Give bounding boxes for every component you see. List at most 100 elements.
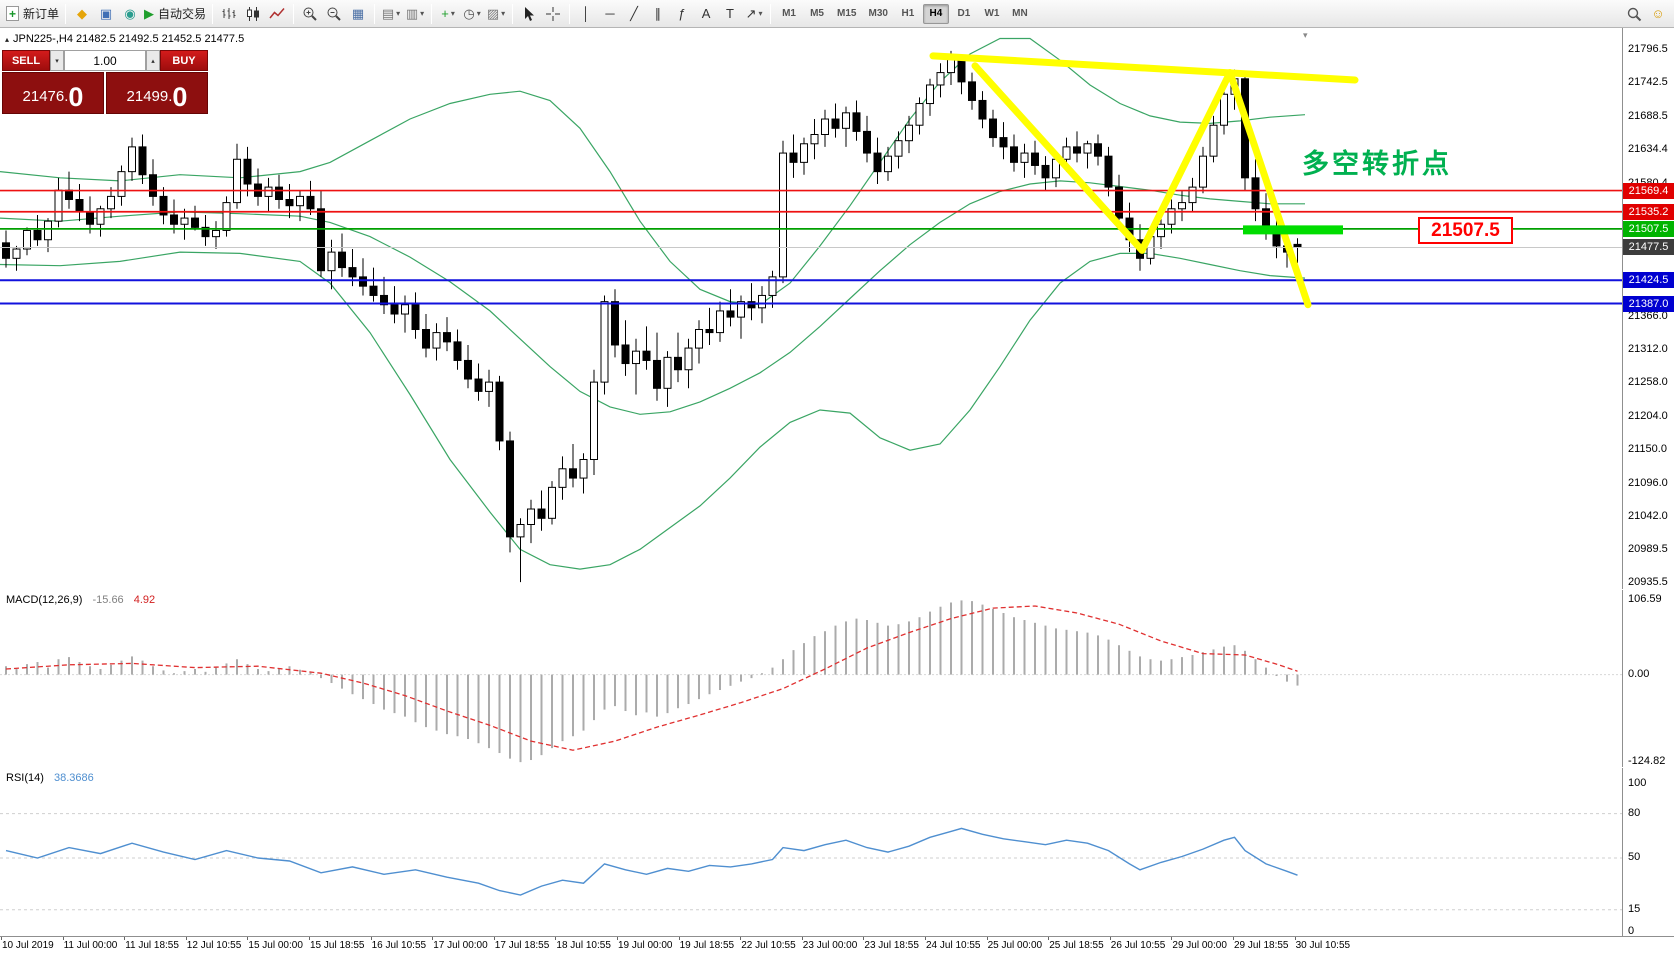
text-icon: A [701,6,711,21]
time-label: 17 Jul 18:55 [494,940,550,951]
channel-icon: ∥ [654,6,662,21]
time-label: 19 Jul 18:55 [679,940,735,951]
rsi-axis-label: 100 [1628,777,1647,789]
zoom-in-icon[interactable] [299,3,321,25]
label-icon: T [726,6,734,21]
chart-annotation-text[interactable]: 多空转折点 [1302,149,1452,179]
rsi-axis-label: 15 [1628,902,1641,915]
tf-mn[interactable]: MN [1012,8,1028,19]
candlestick-chart-icon[interactable] [242,3,264,25]
zoom-out-icon[interactable] [323,3,345,25]
time-tick [863,937,865,940]
cascade-windows-icon[interactable]: ▥ ▾ [404,3,426,25]
search-icon[interactable] [1623,3,1645,25]
trendline-icon: ╱ [630,6,638,21]
mql5-icon: ◆ [77,6,88,21]
data-window-icon[interactable]: ▣ [95,3,117,25]
templates-icon[interactable]: ▨ ▾ [485,3,507,25]
macd-name: MACD(12,26,9) [6,594,83,606]
tf-m15[interactable]: M15 [837,8,857,19]
time-tick [432,937,434,940]
fibonacci-icon: ƒ [678,6,686,21]
time-axis[interactable]: 10 Jul 2019 11 Jul 00:00 11 Jul 18:55 12 Ju… [0,936,1674,953]
time-label: 30 Jul 10:55 [1295,940,1351,951]
autotrading-button[interactable]: ▶ 自动交易 [143,3,207,25]
macd-panel[interactable] [0,590,1622,767]
toolbar-separator [293,3,295,24]
time-tick [925,937,926,940]
macd-label: MACD(12,26,9) -15.66 4.92 [6,594,155,606]
tf-m30[interactable]: M30 [868,8,888,19]
toolbar-separator [65,3,67,24]
time-tick [62,937,64,940]
rsi-panel[interactable] [0,768,1622,935]
volume-up-button[interactable]: ▴ [146,50,160,71]
sell-price-main: 21476. [22,88,69,105]
tf-d1[interactable]: D1 [957,8,971,19]
channel-icon[interactable]: ∥ [647,3,669,25]
buy-button[interactable]: BUY [160,50,208,71]
price-badge: 21424.5 [1623,272,1674,289]
time-label: 25 Jul 00:00 [987,940,1043,951]
buy-price-display[interactable]: 21499. 0 [106,72,208,114]
new-order-button[interactable]: + 新订单 [5,3,60,25]
price-badge: 21477.5 [1623,239,1674,256]
volume-down-button[interactable]: ▾ [50,50,64,71]
tf-h4[interactable]: H4 [922,3,949,24]
crosshair-icon[interactable] [542,3,564,25]
horizontal-line-icon[interactable]: ─ [599,3,621,25]
tf-h1[interactable]: H1 [901,8,915,19]
bar-chart-icon [221,6,237,22]
price-axis-label: 21204.0 [1628,409,1668,422]
trendline-icon[interactable]: ╱ [623,3,645,25]
price-label-box[interactable]: 21507.5 [1418,217,1513,244]
rsi-axis-label: 80 [1628,806,1641,819]
periods-icon[interactable]: ◷ ▾ [461,3,483,25]
autotrading-button-label: 自动交易 [158,7,207,21]
price-axis-label: 21258.0 [1628,376,1668,389]
indicators-icon[interactable]: + ▾ [437,3,459,25]
fibonacci-icon[interactable]: ƒ [671,3,693,25]
price-axis[interactable]: 21796.521742.521688.521634.421580.421366… [1623,0,1674,953]
line-chart-icon [269,6,285,22]
time-tick [247,937,249,940]
time-tick [1048,937,1050,940]
tile-windows-icon[interactable]: ▦ [347,3,369,25]
tf-w1[interactable]: W1 [984,8,1000,19]
sell-price-display[interactable]: 21476. 0 [2,72,104,114]
price-axis-label: 20989.5 [1628,542,1668,555]
chart-canvas[interactable] [0,28,1622,589]
arrange-windows-icon: ▤ [381,6,395,21]
mql5-icon[interactable]: ◆ [71,3,93,25]
arrange-windows-icon[interactable]: ▤ ▾ [380,3,402,25]
bar-chart-icon[interactable] [218,3,240,25]
panel-divider[interactable] [0,589,1674,590]
price-axis-label: 21096.0 [1628,476,1668,489]
time-tick [801,937,803,940]
line-chart-icon[interactable] [266,3,288,25]
tf-m1[interactable]: M1 [782,8,796,19]
one-click-toggle-icon[interactable]: ▴ [5,35,10,44]
time-tick [678,937,680,940]
help-smiley-icon[interactable]: ☺ [1647,3,1669,25]
volume-input[interactable] [64,50,146,71]
navigator-icon[interactable]: ◉ [119,3,141,25]
text-icon[interactable]: A [695,3,717,25]
cursor-icon[interactable] [518,3,540,25]
arrows-icon[interactable]: ↗ ▾ [743,3,765,25]
macd-value: -15.66 [92,594,124,606]
time-label: 18 Jul 10:55 [556,940,611,951]
rsi-name: RSI(14) [6,772,44,784]
symbol-ohlc-text: JPN225-,H4 21482.5 21492.5 21452.5 21477… [13,33,245,45]
tf-m5[interactable]: M5 [810,8,824,19]
sell-button[interactable]: SELL [2,50,50,71]
chart-shift-marker[interactable]: ▾ [1303,30,1308,40]
label-icon[interactable]: T [719,3,741,25]
dropdown-caret-icon: ▾ [450,9,455,18]
price-axis-label: 21042.0 [1628,510,1668,523]
time-tick [1171,937,1173,940]
panel-divider[interactable] [0,767,1674,768]
vertical-line-icon[interactable]: │ [575,3,597,25]
time-label: 29 Jul 18:55 [1234,940,1289,951]
